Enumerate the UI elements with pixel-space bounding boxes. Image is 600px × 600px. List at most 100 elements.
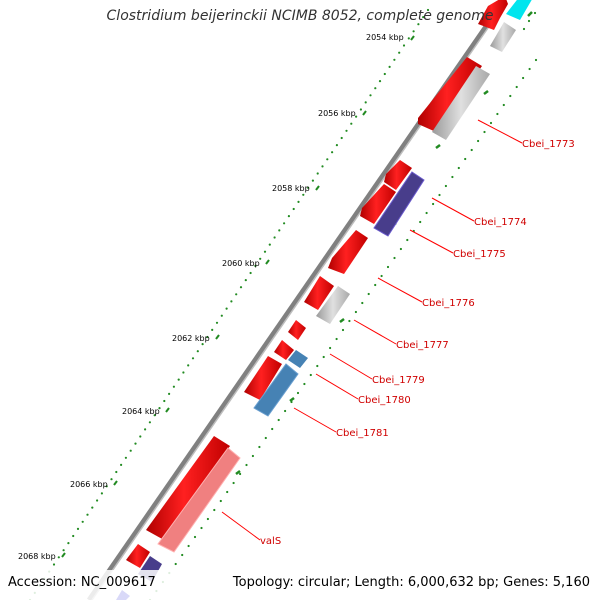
ruler-dot bbox=[355, 115, 358, 118]
gene-block[interactable] bbox=[418, 57, 482, 132]
ruler-dot bbox=[220, 314, 223, 317]
label-leaders bbox=[221, 119, 523, 541]
ruler-dot bbox=[412, 30, 415, 33]
ruler-dot bbox=[115, 470, 118, 474]
ruler-dot bbox=[67, 542, 70, 545]
gene-block[interactable] bbox=[384, 160, 412, 190]
ruler-dot bbox=[100, 492, 103, 495]
gene-block[interactable] bbox=[253, 363, 299, 417]
ruler-dot bbox=[86, 513, 89, 516]
gene-label[interactable]: Cbei_1775 bbox=[453, 249, 506, 260]
ruler-dot bbox=[215, 321, 219, 324]
ruler-dot bbox=[124, 456, 127, 459]
ruler-dot bbox=[386, 265, 390, 269]
gene-label[interactable]: Cbei_1779 bbox=[372, 375, 425, 386]
ruler-dot bbox=[425, 211, 428, 215]
ruler-dot bbox=[283, 222, 286, 225]
gene-block[interactable] bbox=[432, 66, 490, 140]
ruler-dot bbox=[341, 328, 345, 332]
ruler-dot bbox=[354, 310, 357, 314]
gene-block[interactable] bbox=[316, 286, 350, 324]
gene-block[interactable] bbox=[478, 0, 508, 30]
ruler-dot bbox=[340, 136, 343, 140]
gene-block[interactable] bbox=[506, 0, 534, 20]
ruler-dot bbox=[120, 463, 123, 466]
ruler-dot bbox=[245, 463, 248, 467]
ruler-dot bbox=[303, 382, 306, 386]
ruler-dot bbox=[254, 264, 257, 267]
ruler-dot bbox=[292, 207, 295, 211]
accession-text: Accession: NC_009617 bbox=[8, 575, 156, 590]
gene-label[interactable]: Cbei_1774 bbox=[474, 217, 527, 228]
ruler-dot bbox=[329, 346, 332, 350]
gene-label[interactable]: Cbei_1780 bbox=[358, 395, 411, 406]
gene-block[interactable] bbox=[288, 320, 306, 340]
ruler-dot bbox=[158, 407, 161, 410]
ruler-dot bbox=[464, 157, 467, 161]
ruler-dot bbox=[502, 103, 505, 107]
ruler-dot bbox=[268, 243, 271, 246]
ruler-dot bbox=[322, 355, 325, 359]
gene-block[interactable] bbox=[146, 436, 230, 540]
ruler-label: 2054 kbp bbox=[366, 33, 404, 42]
ruler-dot bbox=[206, 517, 209, 521]
footer-background bbox=[0, 570, 600, 600]
ruler-dot bbox=[407, 37, 410, 40]
ruler-dot bbox=[249, 271, 252, 275]
ruler-dot bbox=[383, 72, 386, 76]
ruler-dot bbox=[91, 506, 94, 509]
ruler-dot bbox=[307, 186, 310, 189]
ruler-dot bbox=[225, 307, 228, 310]
ruler-dot bbox=[200, 526, 203, 530]
gene-block[interactable] bbox=[373, 171, 425, 237]
gene-block[interactable] bbox=[274, 340, 294, 360]
ruler-dot bbox=[380, 274, 383, 278]
ruler-dot bbox=[187, 364, 190, 367]
gene-block[interactable] bbox=[157, 447, 241, 553]
gene-block[interactable] bbox=[360, 184, 396, 224]
ruler-label: 2064 kbp bbox=[122, 407, 160, 416]
ruler-dot bbox=[489, 121, 493, 125]
gene-label[interactable]: Cbei_1776 bbox=[422, 298, 475, 309]
ruler-dot bbox=[522, 76, 525, 80]
ruler-dot bbox=[153, 414, 156, 417]
ruler-dot bbox=[181, 553, 184, 557]
gene-label[interactable]: valS bbox=[260, 536, 281, 547]
ruler-dot bbox=[477, 139, 480, 143]
gene-block[interactable] bbox=[126, 544, 150, 568]
ruler-dot bbox=[417, 23, 420, 26]
ruler-label: 2062 kbp bbox=[172, 334, 210, 343]
ruler-label: 2058 kbp bbox=[272, 184, 310, 193]
ruler-dot bbox=[148, 421, 151, 424]
ruler-dot bbox=[273, 236, 276, 239]
gene-block[interactable] bbox=[490, 22, 516, 52]
ruler-dot bbox=[422, 16, 425, 19]
ruler-dot bbox=[359, 108, 362, 111]
gene-label[interactable]: Cbei_1777 bbox=[396, 340, 449, 351]
ruler-dot bbox=[388, 65, 391, 68]
ruler-dot bbox=[374, 87, 377, 90]
ruler-dot bbox=[345, 129, 348, 132]
ruler-dot bbox=[438, 193, 441, 197]
gene-block[interactable] bbox=[244, 356, 282, 400]
ruler-dot bbox=[263, 250, 267, 253]
ruler-dot bbox=[264, 436, 267, 440]
ruler-dot bbox=[278, 229, 281, 232]
ruler-dot bbox=[309, 373, 312, 377]
gene-block[interactable] bbox=[328, 230, 368, 274]
gene-label[interactable]: Cbei_1781 bbox=[336, 428, 389, 439]
ruler-dot bbox=[331, 151, 334, 154]
ruler-dot bbox=[326, 158, 329, 161]
ruler-dot bbox=[297, 200, 300, 203]
ruler-dot bbox=[393, 58, 396, 61]
gene-label[interactable]: Cbei_1773 bbox=[522, 139, 575, 150]
map-title: Clostridium beijerinckii NCIMB 8052, com… bbox=[106, 8, 494, 24]
gene-blocks-outer bbox=[116, 0, 534, 600]
ruler-dot bbox=[316, 172, 319, 175]
gene-block[interactable] bbox=[304, 276, 334, 310]
ruler-dot bbox=[509, 94, 512, 98]
ruler-dot bbox=[96, 499, 99, 502]
ruler-dot bbox=[402, 44, 406, 47]
gene-block[interactable] bbox=[288, 350, 308, 368]
ruler-dot bbox=[110, 478, 113, 481]
